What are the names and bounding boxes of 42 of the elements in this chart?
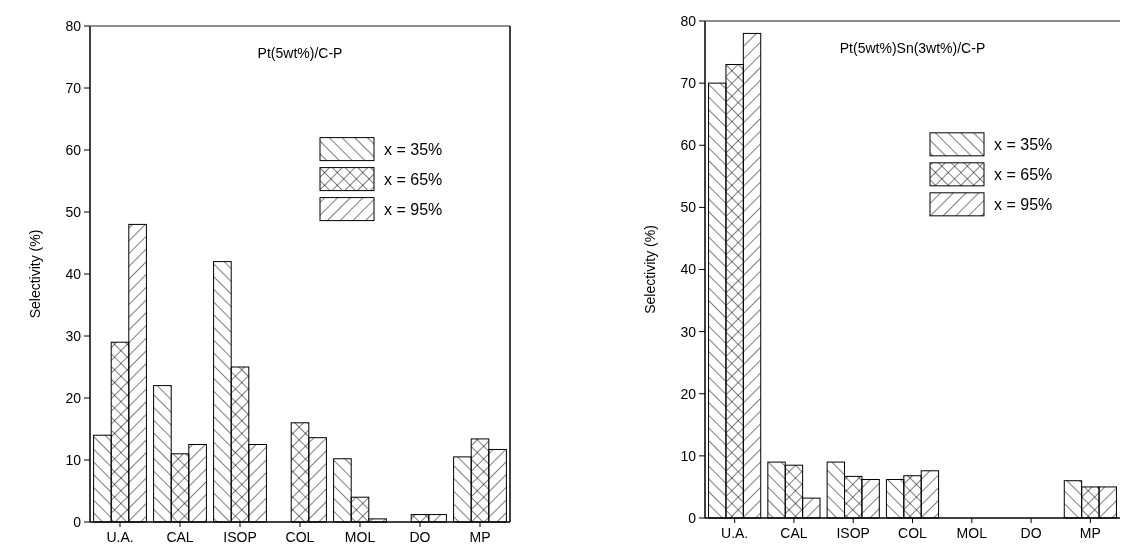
y-tick-label: 50 [65,203,82,220]
x-tick-label: MP [1079,525,1101,541]
legend-label: x = 65% [994,166,1053,184]
x-tick-label: MOL [344,529,376,545]
legend-label: x = 35% [994,136,1053,154]
y-tick-label: 40 [680,261,697,278]
x-tick-label: CAL [780,525,808,541]
y-tick-label: 70 [65,79,82,96]
y-tick-label: 20 [65,389,82,406]
y-tick-label: 0 [688,509,697,526]
x-tick-label: ISOP [836,525,870,541]
y-tick-label: 30 [680,323,697,340]
legend-label: x = 65% [384,171,443,189]
y-tick-label: 10 [65,451,82,468]
legend-label: x = 95% [384,201,443,219]
x-tick-label: U.A. [721,525,749,541]
y-tick-label: 30 [65,327,82,344]
legend-label: x = 35% [384,141,443,159]
x-tick-label: ISOP [223,529,257,545]
x-tick-label: COL [898,525,928,541]
y-tick-label: 80 [680,12,697,29]
y-axis-title: Selectivity (%) [27,229,43,319]
y-tick-label: 50 [680,199,697,216]
y-tick-label: 80 [65,17,82,34]
text: Pt(5wt%)Sn(3wt%)/C-P [839,40,986,56]
y-tick-label: 60 [65,141,82,158]
x-tick-label: CAL [166,529,194,545]
x-tick-label: MP [469,529,491,545]
x-tick-label: DO [409,529,431,545]
legend-label: x = 95% [994,196,1053,214]
y-tick-label: 10 [680,447,697,464]
y-tick-label: 70 [680,75,697,92]
y-tick-label: 40 [65,265,82,282]
x-tick-label: U.A. [106,529,134,545]
y-axis-title: Selectivity (%) [642,225,658,314]
x-tick-label: COL [285,529,315,545]
x-tick-label: MOL [956,525,988,541]
y-tick-label: 20 [680,385,697,402]
y-tick-label: 60 [680,137,697,154]
y-tick-label: 0 [73,513,82,530]
text: Pt(5wt%)/C-P [257,45,343,61]
x-tick-label: DO [1020,525,1042,541]
